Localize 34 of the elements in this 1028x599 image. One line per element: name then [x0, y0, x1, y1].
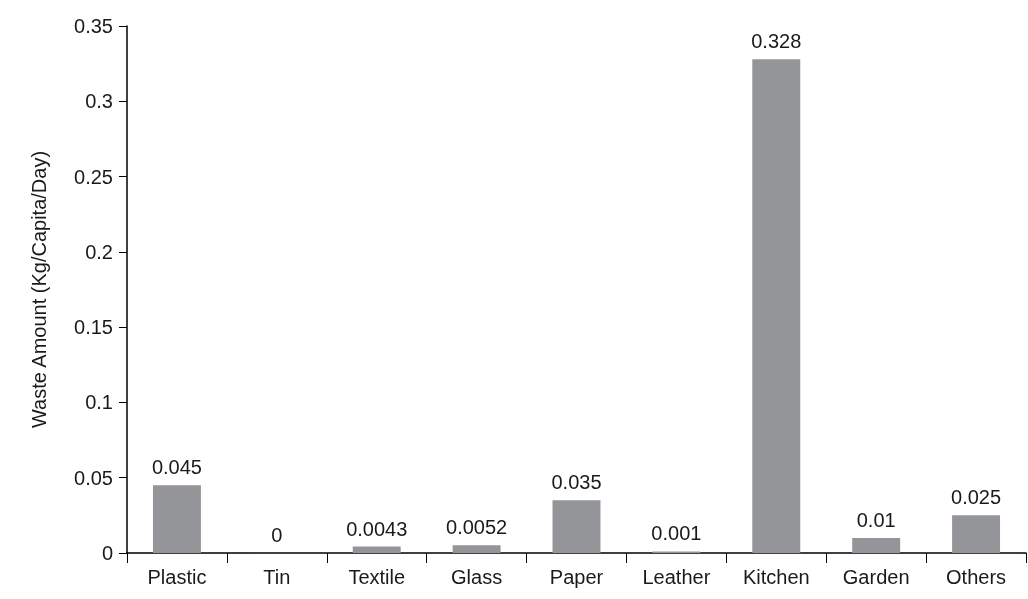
x-tick-label: Garden: [842, 566, 910, 588]
x-tick-label: Paper: [549, 566, 604, 588]
data-label: 0: [271, 524, 283, 546]
x-tick-label: Textile: [348, 566, 406, 588]
data-label: 0.035: [551, 471, 602, 494]
x-tick-label: Others: [946, 566, 1007, 588]
bar: [552, 500, 601, 553]
x-tick-label: Tin: [263, 566, 291, 588]
y-tick-label: 0.1: [85, 391, 113, 414]
bar: [952, 515, 1001, 553]
x-tick-label: Glass: [451, 566, 503, 588]
x-tick-label: Plastic: [147, 566, 207, 588]
bar: [452, 545, 501, 553]
y-tick-label: 0.25: [74, 165, 113, 188]
y-tick-label: 0.05: [74, 466, 113, 489]
data-label: 0.0043: [346, 517, 408, 540]
y-tick-label: 0: [101, 542, 113, 564]
y-tick-label: 0.3: [85, 90, 113, 113]
data-label: 0.025: [951, 486, 1002, 509]
y-axis-title: Waste Amount (Kg/Capita/Day): [28, 150, 50, 429]
data-label: 0.001: [651, 522, 702, 545]
bar: [852, 537, 901, 553]
bar: [752, 59, 801, 553]
y-tick-label: 0.35: [74, 15, 113, 37]
data-label: 0.0052: [446, 516, 508, 539]
x-tick-label: Leather: [642, 566, 711, 588]
bar: [152, 485, 201, 553]
y-tick-label: 0.15: [74, 316, 113, 339]
bar: [352, 546, 401, 553]
data-label: 0.045: [151, 456, 202, 479]
x-tick-label: Kitchen: [742, 566, 810, 588]
y-tick-label: 0.2: [85, 240, 113, 263]
data-label: 0.01: [856, 508, 896, 531]
data-label: 0.328: [751, 30, 802, 53]
